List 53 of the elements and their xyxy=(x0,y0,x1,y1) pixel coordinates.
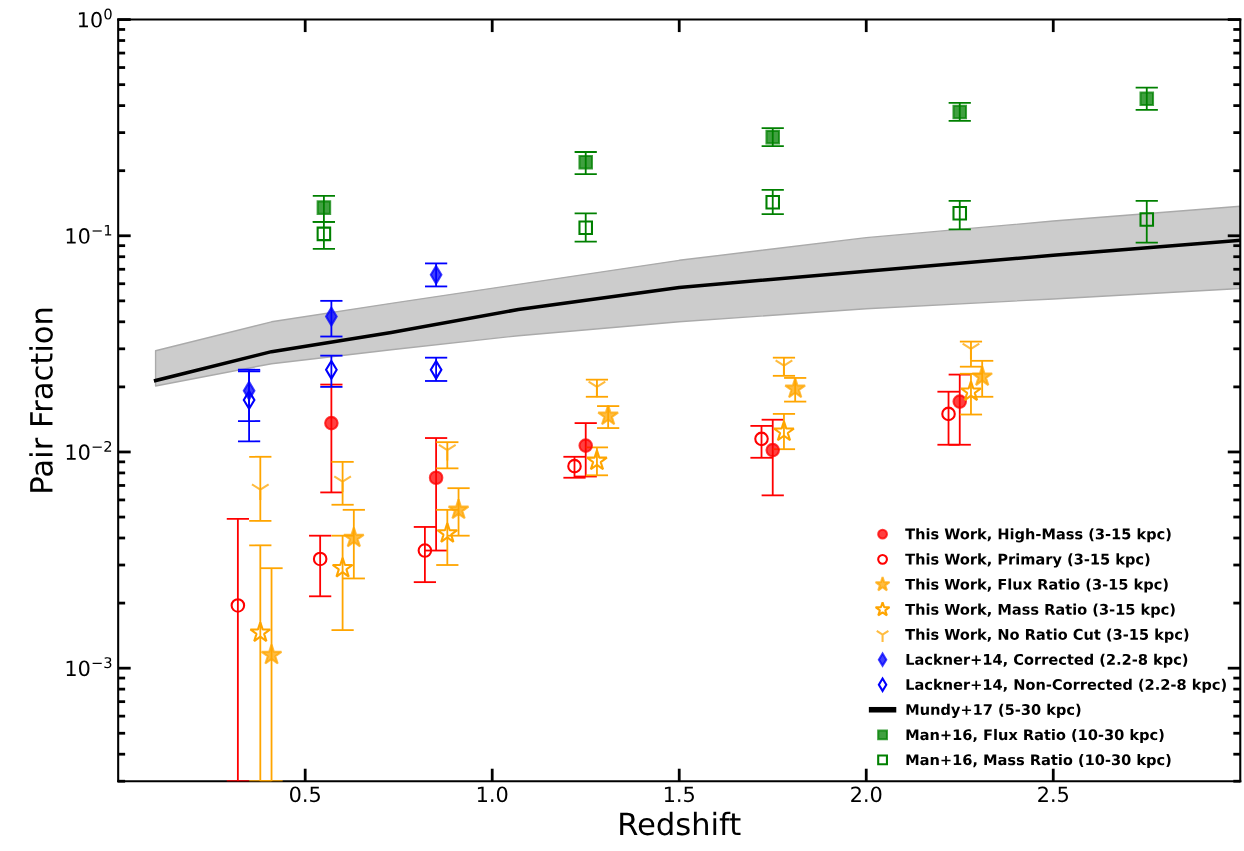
x-tick-label: 2.5 xyxy=(1038,786,1068,803)
legend-label: Lackner+14, Corrected (2.2-8 kpc) xyxy=(906,653,1188,668)
point xyxy=(765,442,781,458)
point xyxy=(952,394,968,409)
point xyxy=(754,431,769,447)
point xyxy=(342,526,365,548)
legend-label: This Work, No Ratio Cut (3-15 kpc) xyxy=(905,628,1189,643)
point xyxy=(316,226,332,242)
point xyxy=(971,365,994,387)
y-tick-label: 10$^{0}$ xyxy=(78,8,112,28)
x-tick-label: 1.5 xyxy=(664,786,694,803)
point xyxy=(312,551,328,567)
y-tick-label: 10$^{−1}$ xyxy=(66,224,112,244)
point xyxy=(242,390,256,410)
point xyxy=(428,470,444,486)
point xyxy=(230,598,246,613)
point xyxy=(436,521,459,543)
y-axis-title: Pair Fraction xyxy=(29,308,53,492)
point xyxy=(567,458,582,474)
legend-label: Man+16, Flux Ratio (10-30 kpc) xyxy=(906,728,1164,744)
point xyxy=(952,206,968,221)
legend-label: This Work, Mass Ratio (3-15 kpc) xyxy=(905,603,1175,618)
point xyxy=(578,438,594,453)
point xyxy=(578,220,594,235)
legend-label: This Work, Flux Ratio (3-15 kpc) xyxy=(905,578,1168,593)
point xyxy=(765,194,781,210)
x-tick-label: 2.0 xyxy=(851,786,882,803)
legend-label: Mundy+17 (5-30 kpc) xyxy=(906,703,1081,718)
point xyxy=(765,129,781,145)
point xyxy=(941,406,956,422)
point xyxy=(316,200,332,215)
point xyxy=(960,380,982,402)
point xyxy=(952,104,968,120)
legend-label: This Work, High-Mass (3-15 kpc) xyxy=(905,528,1171,543)
point xyxy=(260,643,283,665)
legend-label: Man+16, Mass Ratio (10-30 kpc) xyxy=(906,753,1171,769)
y-tick-label: 10$^{−2}$ xyxy=(66,440,112,461)
point xyxy=(249,621,272,643)
point xyxy=(1139,91,1155,107)
point xyxy=(331,556,354,578)
x-tick-label: 0.5 xyxy=(290,786,320,803)
point xyxy=(578,154,594,170)
point xyxy=(585,449,608,471)
legend-label: Lackner+14, Non-Corrected (2.2-8 kpc) xyxy=(906,678,1226,693)
point xyxy=(447,498,470,520)
y-tick-label: 10$^{−3}$ xyxy=(66,657,112,677)
point xyxy=(1139,212,1155,227)
point xyxy=(773,420,795,442)
x-axis-title: Redshift xyxy=(620,811,741,836)
legend-label: This Work, Primary (3-15 kpc) xyxy=(905,553,1150,568)
point xyxy=(417,543,433,558)
x-tick-label: 1.0 xyxy=(477,786,508,803)
point xyxy=(324,415,339,431)
